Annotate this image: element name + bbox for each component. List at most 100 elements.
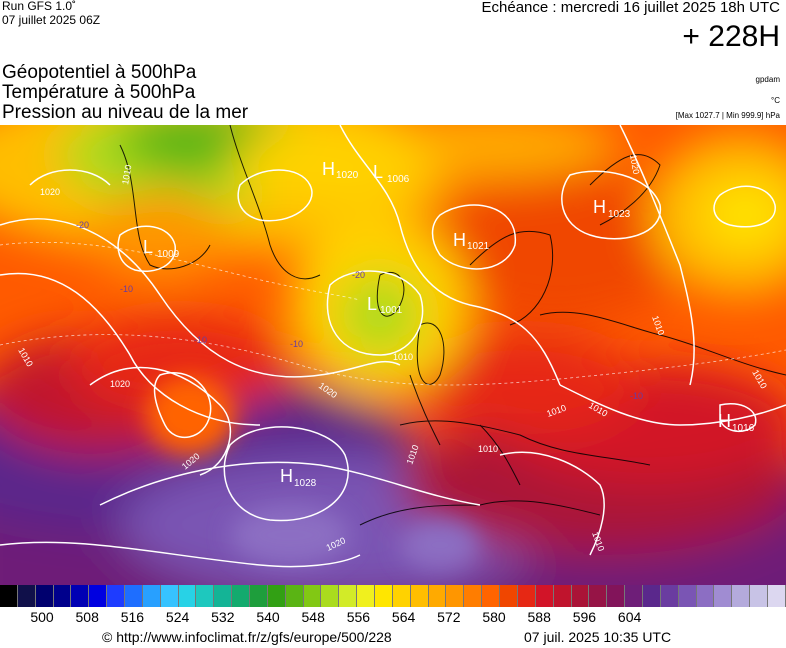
source-url: © http://www.infoclimat.fr/z/gfs/europe/…	[102, 629, 392, 645]
isobar-label: 1020	[110, 379, 130, 389]
forecast-lead-time: + 228H	[682, 20, 780, 53]
temperature-label: -20	[76, 220, 89, 230]
unit-temperature: °C	[771, 96, 780, 105]
temperature-label: -20	[352, 270, 365, 280]
pressure-center-value: 1001	[380, 305, 403, 316]
color-scale-segment	[660, 585, 679, 607]
color-scale-segment	[107, 585, 126, 607]
color-scale-tick: 556	[346, 609, 371, 625]
color-scale-tick: 572	[437, 609, 461, 625]
pressure-center-value: 1009	[157, 249, 180, 260]
color-scale-segment	[250, 585, 268, 607]
color-scale-tick: 548	[301, 609, 325, 625]
color-scale-tick: 588	[527, 609, 551, 625]
color-scale-segment	[589, 585, 608, 607]
temperature-label: -10	[120, 284, 133, 294]
isobar-label: 1020	[40, 187, 60, 197]
color-scale-tick: 540	[256, 609, 280, 625]
color-scale-tick: 564	[391, 609, 416, 625]
color-scale-tick: 516	[120, 609, 145, 625]
coastlines	[119, 125, 786, 526]
color-scale-tick: 524	[165, 609, 190, 625]
color-scale-segment	[500, 585, 518, 607]
color-scale-segment	[267, 585, 286, 607]
color-scale-segment	[232, 585, 251, 607]
generation-date: 07 juil. 2025 10:35 UTC	[524, 629, 672, 645]
isotherms	[0, 241, 786, 386]
pressure-center-letter: H	[453, 230, 466, 250]
run-label: Run GFS 1.0˚	[2, 0, 77, 13]
isobar-label: 1010	[393, 352, 413, 362]
color-scale-segment	[642, 585, 661, 607]
color-scale-segment	[196, 585, 215, 607]
pressure-center-letter: H	[593, 197, 606, 217]
color-scale-segment	[339, 585, 358, 607]
forecast-valid-time: Echéance : mercredi 16 juillet 2025 18h …	[481, 0, 781, 16]
color-scale-segment	[89, 585, 108, 607]
color-scale-segment	[142, 585, 161, 607]
color-scale-segment	[410, 585, 429, 607]
color-scale-segment	[571, 585, 590, 607]
pressure-center-letter: L	[373, 162, 383, 182]
color-scale-segment	[732, 585, 751, 607]
parameter-temperature: Température à 500hPa	[2, 82, 196, 103]
color-scale-segment	[446, 585, 465, 607]
color-scale-segment	[125, 585, 143, 607]
color-scale-segment	[767, 585, 786, 607]
color-scale-segment	[71, 585, 90, 607]
color-scale-segment	[517, 585, 536, 607]
color-scale-tick: 580	[482, 609, 506, 625]
color-scale-segment	[214, 585, 233, 607]
color-scale-segment	[392, 585, 411, 607]
isobars	[0, 125, 786, 568]
color-scale-segment	[285, 585, 304, 607]
isobar-label: 1010	[120, 164, 133, 185]
pressure-center-letter: H	[322, 159, 335, 179]
color-scale-segment	[303, 585, 322, 607]
color-scale-segment	[375, 585, 393, 607]
pressure-center-value: 1016	[732, 423, 755, 434]
unit-pressure-range: [Max 1027.7 | Min 999.9] hPa	[675, 111, 780, 120]
color-scale-segment	[53, 585, 72, 607]
temperature-label: -10	[194, 335, 207, 345]
color-scale-tick: 508	[75, 609, 99, 625]
color-scale-segment	[464, 585, 483, 607]
pressure-center-letter: L	[367, 294, 377, 314]
geopotential-field	[0, 125, 786, 585]
color-scale-segment	[357, 585, 376, 607]
pressure-center-value: 1021	[467, 241, 490, 252]
pressure-centers: H 1020 L 1006 H 1023 H 1021 L 1001 L 100…	[143, 159, 755, 489]
pressure-center-value: 1028	[294, 478, 317, 489]
color-scale-segment	[696, 585, 715, 607]
color-scale-segment	[35, 585, 54, 607]
color-scale-segment	[750, 585, 768, 607]
parameter-geopotential: Géopotentiel à 500hPa	[2, 62, 197, 83]
color-scale-segment	[678, 585, 697, 607]
pressure-center-value: 1020	[336, 170, 359, 181]
color-scale-tick: 596	[572, 609, 597, 625]
color-scale-segment	[0, 585, 18, 607]
color-scale-tick: 500	[30, 609, 54, 625]
pressure-center-letter: L	[143, 237, 153, 257]
color-scale-segment	[482, 585, 501, 607]
color-scale-segment	[714, 585, 733, 607]
parameter-pressure: Pression au niveau de la mer	[2, 102, 249, 123]
pressure-center-value: 1006	[387, 174, 410, 185]
color-scale-ticks: 500 508 516 524 532 540 548 556 564 572 580 588 596 6…	[0, 609, 786, 627]
color-scale-segment	[535, 585, 554, 607]
color-scale-segment	[607, 585, 626, 607]
color-scale-segment	[321, 585, 340, 607]
color-scale-tick: 604	[617, 609, 642, 625]
isobar-label: 1020	[628, 154, 641, 175]
color-scale-bar	[0, 585, 786, 607]
color-scale-segment	[160, 585, 179, 607]
temperature-label: -10	[630, 391, 643, 401]
run-date: 07 juillet 2025 06Z	[2, 13, 101, 27]
unit-geopotential: gpdam	[755, 75, 780, 84]
color-scale-segment	[178, 585, 197, 607]
color-scale-segment	[17, 585, 36, 607]
isobar-label: 1010	[478, 444, 498, 454]
pressure-center-letter: H	[280, 466, 293, 486]
color-scale-segment	[428, 585, 447, 607]
temperature-label: -10	[290, 339, 303, 349]
